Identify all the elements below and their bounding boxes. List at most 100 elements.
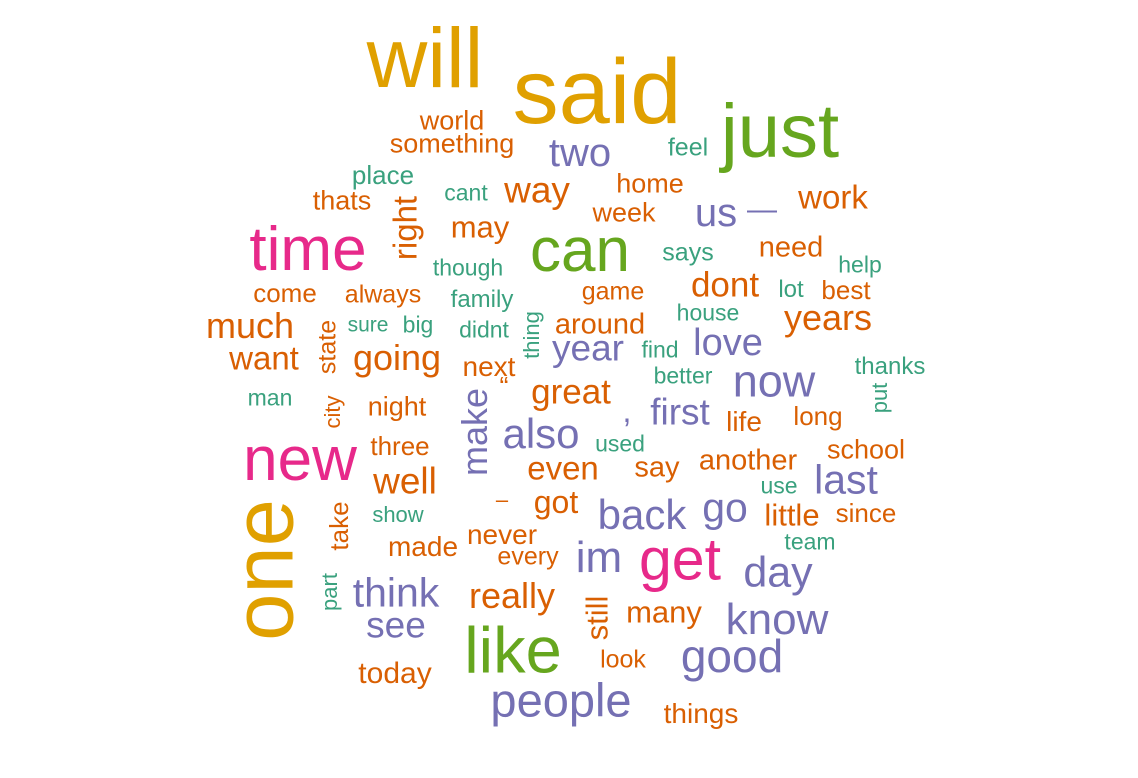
word-one-70: one (216, 499, 312, 641)
word-may-17: may (450, 209, 510, 245)
word-week-12: week (592, 197, 656, 228)
word-school-63: school (826, 434, 906, 465)
word-need-21: need (758, 231, 824, 264)
word-part-87: part (317, 573, 342, 611)
word-used-62: used (595, 430, 645, 457)
word-work-15: work (798, 178, 868, 216)
word-always-26: always (344, 280, 422, 309)
word-say-67: say (634, 451, 680, 484)
word-symbol-14: — (747, 193, 777, 226)
word-every-82: every (497, 542, 559, 571)
word-many-91: many (626, 594, 702, 630)
word-night-49: night (367, 391, 427, 422)
word-got-72: got (533, 484, 579, 520)
word-see-93: see (366, 604, 426, 646)
word-things-99: things (663, 698, 739, 729)
word-another-68: another (698, 444, 798, 477)
word-cant-10: cant (444, 179, 488, 206)
word-game-28: game (581, 277, 645, 306)
word-thing-36: thing (519, 311, 544, 359)
word-day-86: day (743, 548, 813, 597)
word-us-13: us (694, 191, 738, 235)
word-also-61: also (502, 410, 580, 457)
word-symbol-71: – (495, 487, 509, 512)
word-around-37: around (554, 308, 646, 341)
word-last-69: last (814, 456, 878, 503)
word-place-7: place (351, 160, 415, 190)
word-dont-24: dont (690, 265, 760, 305)
word-team-83: team (784, 528, 836, 555)
word-make-50: make (454, 387, 495, 477)
word-will-0: will (366, 11, 484, 105)
word-two-5: two (548, 131, 612, 175)
word-symbol-56: , (622, 393, 632, 429)
word-made-81: made (387, 531, 459, 562)
word-better-53: better (653, 362, 713, 389)
word-time-18: time (249, 215, 367, 284)
word-lot-29: lot (778, 276, 804, 303)
word-just-2: just (720, 89, 840, 174)
word-never-80: never (466, 519, 538, 550)
word-take-75: take (324, 501, 354, 551)
word-since-79: since (835, 498, 897, 528)
word-something-4: something (389, 128, 515, 159)
word-find-44: find (641, 336, 679, 363)
word-didnt-35: didnt (459, 316, 509, 343)
word-show-74: show (372, 502, 424, 527)
word-im-84: im (575, 533, 623, 582)
word-think-88: think (352, 569, 440, 616)
word-long-59: long (793, 401, 843, 431)
word-want-40: want (229, 339, 299, 377)
word-first-57: first (650, 391, 710, 433)
word-state-32: state (313, 319, 342, 375)
word-today-97: today (358, 657, 432, 690)
word-city-48: city (320, 395, 345, 429)
word-much-31: much (205, 305, 295, 346)
word-love-45: love (693, 322, 763, 364)
word-way-9: way (504, 169, 570, 211)
word-said-1: said (512, 41, 682, 143)
word-back-76: back (597, 491, 687, 538)
word-new-64: new (243, 425, 357, 494)
word-get-85: get (638, 526, 722, 593)
word-thats-11: thats (312, 185, 372, 216)
word-house-38: house (676, 299, 740, 326)
word-great-52: great (531, 372, 611, 412)
word-feel-6: feel (667, 133, 709, 162)
word-man-47: man (247, 384, 293, 411)
word-come-25: come (253, 278, 317, 308)
word-right-16: right (386, 195, 424, 261)
word-symbol-51: “ (499, 371, 509, 402)
word-now-54: now (732, 355, 816, 407)
word-world-3: world (419, 105, 485, 136)
word-thanks-46: thanks (854, 353, 926, 380)
word-though-23: though (432, 254, 504, 281)
word-help-22: help (838, 251, 882, 278)
word-going-41: going (352, 337, 442, 378)
word-little-78: little (764, 497, 820, 533)
word-like-94: like (464, 613, 562, 687)
word-big-34: big (402, 311, 434, 338)
word-sure-33: sure (347, 313, 389, 337)
word-life-58: life (726, 406, 762, 437)
word-even-66: even (527, 449, 599, 487)
word-put-55: put (867, 382, 892, 414)
word-still-90: still (579, 595, 615, 641)
word-family-27: family (450, 286, 514, 313)
word-next-42: next (462, 351, 516, 382)
word-use-73: use (760, 472, 798, 499)
word-go-77: go (702, 484, 748, 531)
word-people-98: people (490, 673, 632, 727)
word-can-19: can (530, 216, 630, 285)
word-says-20: says (662, 238, 714, 267)
word-well-65: well (373, 460, 437, 502)
word-year-43: year (552, 327, 624, 369)
word-best-30: best (821, 275, 871, 305)
word-three-60: three (370, 431, 430, 461)
word-good-96: good (680, 630, 784, 682)
word-really-89: really (468, 575, 556, 616)
word-know-92: know (725, 595, 829, 644)
word-home-8: home (616, 168, 684, 199)
word-look-95: look (600, 645, 646, 674)
